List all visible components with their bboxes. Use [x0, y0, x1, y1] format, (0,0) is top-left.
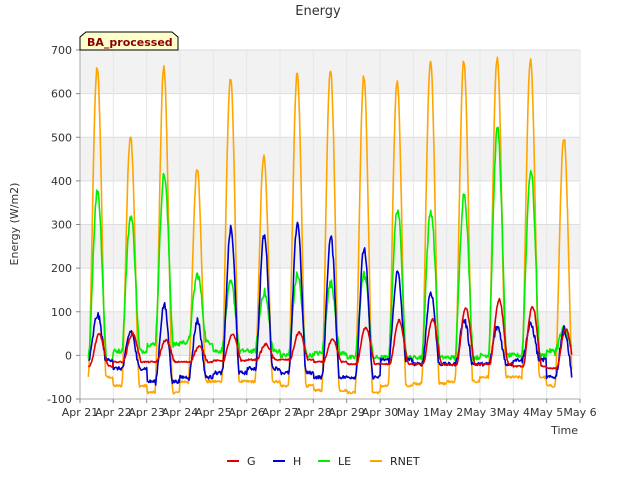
y-tick-label: 600	[51, 88, 72, 101]
x-axis-title: Time	[550, 424, 578, 437]
x-tick-label: Apr 21	[62, 406, 99, 419]
x-tick-label: May 1	[397, 406, 430, 419]
x-tick-label: May 6	[563, 406, 596, 419]
y-tick-label: 500	[51, 131, 72, 144]
x-tick-label: May 2	[430, 406, 463, 419]
x-tick-label: Apr 28	[295, 406, 332, 419]
plot-band	[80, 137, 580, 181]
y-tick-label: 300	[51, 219, 72, 232]
y-tick-label: 400	[51, 175, 72, 188]
x-tick-label: Apr 22	[95, 406, 132, 419]
processed-badge: BA_processed	[79, 31, 179, 51]
y-tick-label: 700	[51, 44, 72, 57]
y-axis-title: Energy (W/m2)	[8, 183, 21, 266]
badge-label: BA_processed	[87, 36, 173, 49]
legend-label-le: LE	[338, 455, 351, 468]
x-tick-label: Apr 29	[328, 406, 365, 419]
x-tick-label: Apr 23	[128, 406, 165, 419]
legend-label-g: G	[247, 455, 256, 468]
series-line-le	[87, 126, 573, 363]
x-tick-label: May 3	[463, 406, 496, 419]
x-tick-label: Apr 27	[262, 406, 299, 419]
x-tick-label: May 4	[497, 406, 530, 419]
y-tick-labels: -100 0 100 200 300 400 500 600 700	[47, 44, 80, 406]
x-tick-label: Apr 24	[162, 406, 199, 419]
badge-box	[79, 31, 179, 51]
x-tick-label: Apr 30	[362, 406, 399, 419]
y-tick-label: 200	[51, 262, 72, 275]
y-tick-label: 0	[65, 349, 72, 362]
legend-label-h: H	[293, 455, 301, 468]
x-tick-label: May 5	[530, 406, 563, 419]
series-layer	[87, 56, 573, 395]
chart-title: Energy	[295, 4, 341, 19]
y-tick-label: -100	[47, 393, 72, 406]
x-tick-label: Apr 25	[195, 406, 232, 419]
series-line-g	[88, 297, 573, 370]
x-tick-label: Apr 26	[228, 406, 265, 419]
y-tick-label: 100	[51, 306, 72, 319]
legend: G H LE RNET	[227, 455, 420, 468]
plot-band	[80, 311, 580, 356]
legend-label-rnet: RNET	[390, 455, 420, 468]
